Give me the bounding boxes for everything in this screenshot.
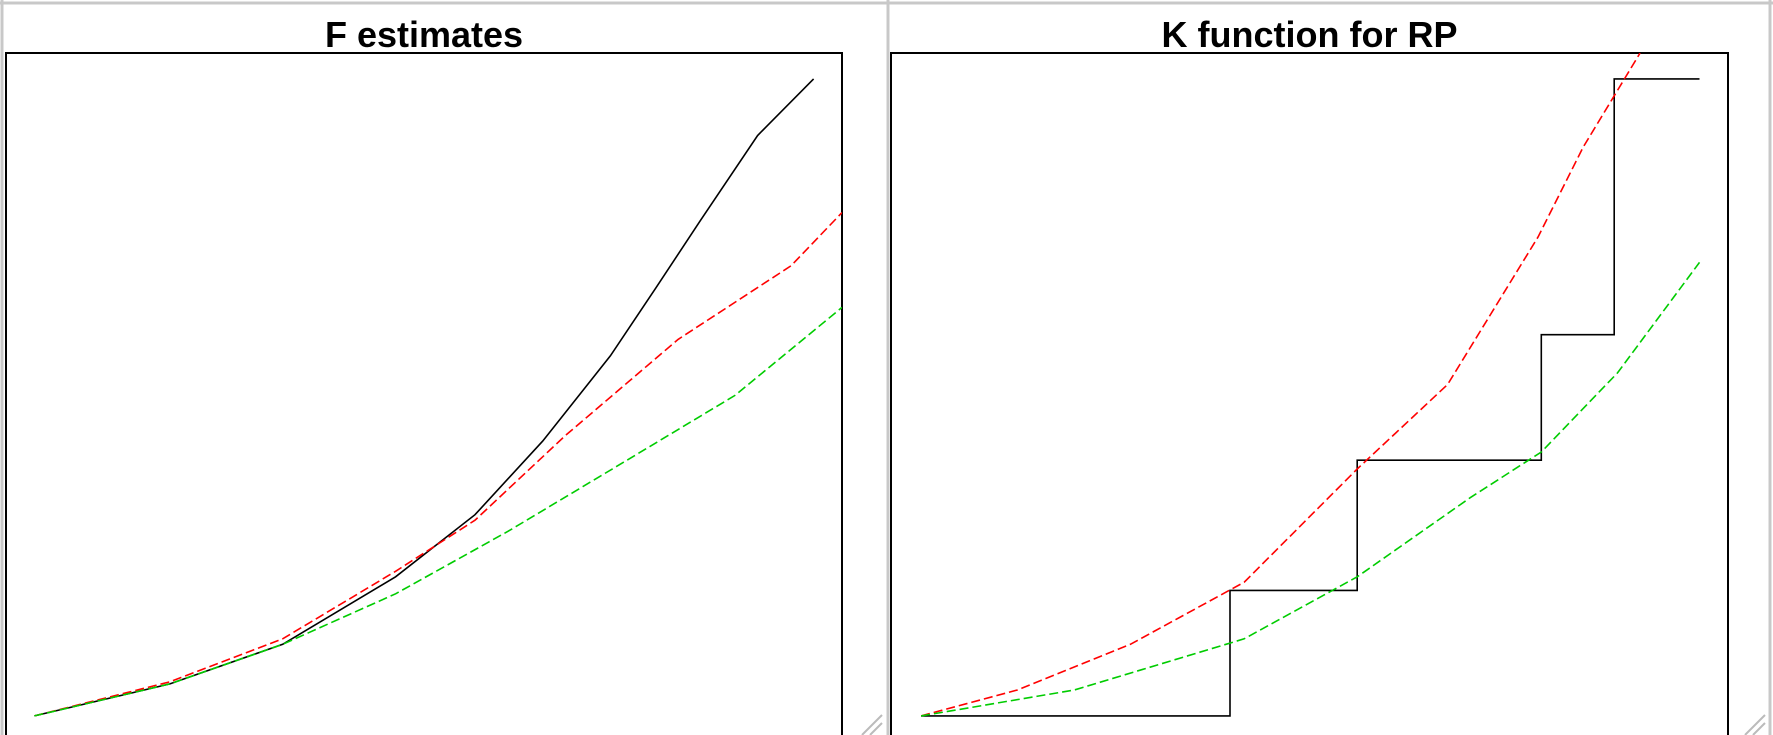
grip-line	[1744, 714, 1766, 735]
grip-line	[861, 714, 883, 735]
grip-line	[869, 722, 883, 735]
curve	[920, 261, 1701, 717]
plot-box	[5, 52, 843, 735]
curve	[34, 306, 842, 717]
curve	[921, 78, 1700, 717]
curve	[920, 53, 1641, 717]
curve	[34, 78, 815, 717]
resize-grip[interactable]	[1744, 714, 1766, 735]
plot-box	[890, 52, 1729, 735]
curve	[34, 212, 842, 717]
chart-title: F estimates	[325, 14, 523, 55]
grip-line	[1752, 722, 1766, 735]
resize-grip[interactable]	[861, 714, 883, 735]
chart-title: K function for RP	[1162, 14, 1458, 55]
